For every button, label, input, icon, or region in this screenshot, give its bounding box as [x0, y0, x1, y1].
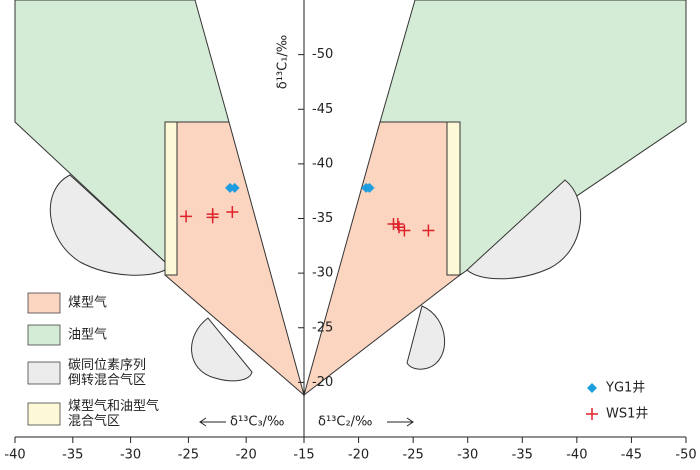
y-tick-label: -45 — [312, 102, 333, 117]
legend-label: 煤型气和油型气 — [68, 398, 159, 414]
legend-swatch — [27, 402, 61, 426]
reversal-region — [406, 305, 445, 370]
legend-label: WS1井 — [606, 407, 648, 422]
reversal-region — [191, 317, 253, 382]
x2-tick-label: -50 — [675, 448, 696, 463]
point — [180, 210, 193, 223]
point — [422, 224, 435, 237]
legend-label: 煤型气 — [68, 295, 107, 311]
legend-marker — [587, 383, 597, 393]
y-tick-label: -20 — [312, 375, 333, 390]
y-tick-label: -30 — [312, 266, 333, 281]
x2-tick-label: -35 — [512, 448, 533, 463]
x-tick-label: -35 — [62, 448, 83, 463]
point — [364, 182, 375, 193]
legend-label: YG1井 — [605, 381, 645, 396]
legend-label: 倒转混合气区 — [68, 372, 146, 388]
arrow — [406, 417, 414, 427]
reversal-region — [49, 174, 166, 276]
point — [229, 182, 240, 193]
x2-tick-label: -30 — [457, 448, 478, 463]
arrow — [199, 417, 207, 427]
point — [226, 205, 239, 218]
x2-tick-label: -20 — [348, 448, 369, 463]
x-axis-label: δ¹³C₃/‰ — [230, 415, 285, 430]
x2-axis-label: δ¹³C₂/‰ — [318, 415, 373, 430]
x-tick-label: -20 — [236, 448, 257, 463]
x2-tick-label: -45 — [621, 448, 642, 463]
legend-marker — [586, 408, 598, 420]
x2-tick-label: -40 — [566, 448, 587, 463]
legend-label: 油型气 — [68, 327, 107, 343]
y-tick-label: -50 — [312, 47, 333, 62]
legend-label: 碳同位素序列 — [68, 358, 146, 373]
point — [398, 224, 411, 237]
legend-label: 混合气区 — [68, 413, 120, 429]
x-tick-label: -15 — [293, 448, 314, 463]
y-tick-label: -35 — [312, 211, 333, 226]
y-tick-label: -40 — [312, 156, 333, 171]
mixed-gas-strip — [164, 121, 178, 276]
legend-swatch — [27, 324, 61, 346]
x-tick-label: -40 — [4, 448, 25, 463]
reversal-region — [466, 179, 582, 280]
mixed-gas-strip — [446, 121, 461, 276]
y-axis-label: δ¹³C₁/‰ — [276, 35, 291, 90]
x2-tick-label: -25 — [403, 448, 424, 463]
x-tick-label: -25 — [178, 448, 199, 463]
regions — [14, 0, 687, 397]
legend-swatch — [27, 361, 61, 385]
y-tick-label: -25 — [312, 320, 333, 335]
legend-swatch — [27, 292, 61, 314]
x-tick-label: -30 — [120, 448, 141, 463]
point — [206, 211, 219, 224]
